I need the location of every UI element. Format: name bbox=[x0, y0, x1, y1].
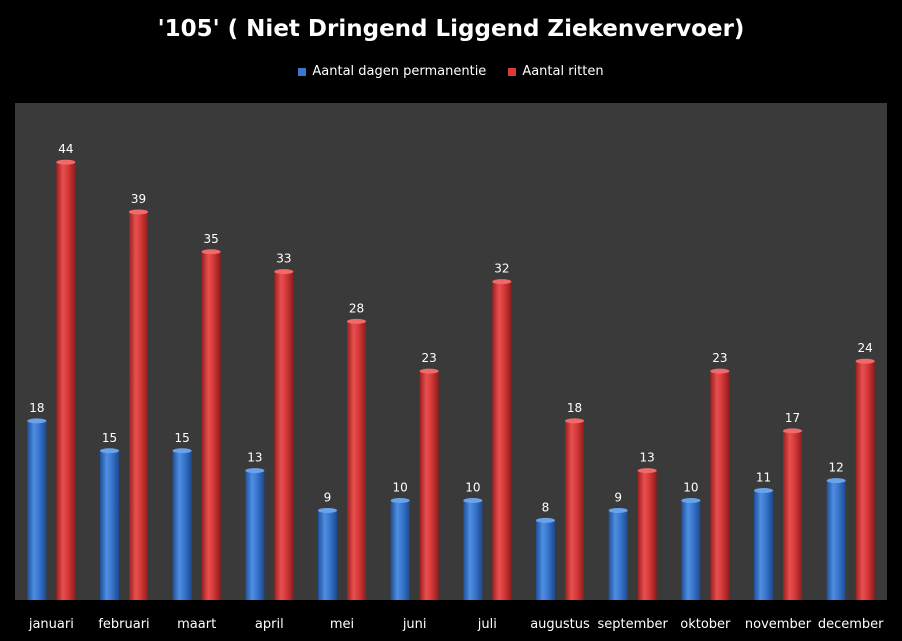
data-label-series-1-januari: 18 bbox=[29, 401, 44, 415]
bar-series-2-december bbox=[855, 361, 875, 600]
bar-cap-series-2-augustus bbox=[565, 418, 584, 424]
data-label-series-1-juni: 10 bbox=[393, 481, 408, 495]
bar-cap-series-2-mei bbox=[347, 318, 366, 324]
x-tick-label-mei: mei bbox=[330, 617, 354, 632]
bars-layer bbox=[27, 159, 875, 600]
x-tick-label-oktober: oktober bbox=[680, 617, 731, 632]
bar-cap-series-2-juni bbox=[419, 368, 439, 374]
bar-series-1-mei bbox=[318, 510, 337, 600]
bar-cap-series-2-februari bbox=[129, 209, 148, 215]
data-label-series-1-december: 12 bbox=[829, 461, 844, 475]
data-label-series-2-september: 13 bbox=[640, 451, 655, 465]
bar-series-1-april bbox=[245, 470, 265, 600]
legend-entry-series-2: Aantal ritten bbox=[508, 64, 604, 79]
bar-series-1-januari bbox=[27, 420, 47, 600]
x-tick-label-december: december bbox=[818, 617, 884, 632]
data-label-series-2-maart: 35 bbox=[204, 232, 219, 246]
legend-label-series-1: Aantal dagen permanentie bbox=[312, 64, 487, 79]
x-tick-label-juli: juli bbox=[477, 617, 497, 632]
bar-series-2-mei bbox=[347, 321, 366, 600]
data-label-series-1-februari: 15 bbox=[102, 431, 117, 445]
bar-cap-series-1-juni bbox=[390, 498, 410, 503]
bar-cap-series-1-november bbox=[754, 488, 773, 494]
x-tick-label-maart: maart bbox=[177, 617, 216, 632]
legend-swatch-series-1 bbox=[298, 67, 307, 76]
data-label-series-2-januari: 44 bbox=[58, 142, 73, 156]
bar-series-1-juli bbox=[463, 500, 483, 600]
bar-cap-series-2-oktober bbox=[710, 368, 730, 374]
bar-series-2-september bbox=[637, 470, 657, 600]
bar-series-1-augustus bbox=[536, 520, 555, 600]
bar-series-1-september bbox=[608, 510, 628, 600]
data-label-series-1-september: 9 bbox=[614, 490, 622, 504]
bar-cap-series-1-april bbox=[245, 468, 265, 474]
data-label-series-1-april: 13 bbox=[247, 451, 262, 465]
bar-cap-series-2-december bbox=[855, 358, 875, 364]
bar-series-1-februari bbox=[100, 450, 119, 600]
data-label-series-1-mei: 9 bbox=[324, 490, 332, 504]
bar-cap-series-1-februari bbox=[100, 448, 119, 454]
x-tick-label-januari: januari bbox=[28, 617, 74, 632]
x-tick-label-november: november bbox=[745, 617, 812, 632]
bar-series-2-november bbox=[783, 430, 802, 600]
bar-cap-series-2-januari bbox=[56, 159, 76, 165]
data-label-series-2-juli: 32 bbox=[494, 262, 509, 276]
data-label-series-2-april: 33 bbox=[276, 252, 291, 266]
bar-cap-series-1-maart bbox=[172, 448, 192, 454]
x-tick-label-september: september bbox=[597, 617, 668, 632]
data-label-series-1-maart: 15 bbox=[175, 431, 190, 445]
x-tick-label-februari: februari bbox=[98, 617, 149, 632]
bar-series-2-februari bbox=[129, 211, 148, 600]
labels-layer: 18 44 januari 15 39 februari 15 35 maart 13 33 apri… bbox=[28, 142, 884, 632]
bar-series-1-maart bbox=[172, 450, 192, 600]
data-label-series-1-oktober: 10 bbox=[683, 481, 698, 495]
bar-cap-series-1-oktober bbox=[681, 498, 701, 503]
bar-series-1-juni bbox=[390, 500, 410, 600]
bar-cap-series-1-januari bbox=[27, 418, 47, 424]
legend-label-series-2: Aantal ritten bbox=[522, 64, 604, 79]
bar-cap-series-1-juli bbox=[463, 498, 483, 503]
bar-series-1-oktober bbox=[681, 500, 701, 600]
x-tick-label-april: april bbox=[255, 617, 284, 632]
bar-cap-series-2-juli bbox=[492, 279, 512, 285]
bar-cap-series-2-april bbox=[274, 269, 294, 275]
data-label-series-2-november: 17 bbox=[785, 411, 800, 425]
data-label-series-2-mei: 28 bbox=[349, 301, 364, 315]
data-label-series-2-december: 24 bbox=[858, 341, 873, 355]
data-label-series-1-november: 11 bbox=[756, 471, 771, 485]
bar-cap-series-1-augustus bbox=[536, 517, 555, 523]
x-tick-label-augustus: augustus bbox=[530, 617, 590, 632]
data-label-series-1-augustus: 8 bbox=[542, 500, 550, 514]
chart-title: '105' ( Niet Dringend Liggend Ziekenverv… bbox=[157, 16, 745, 42]
bar-series-2-oktober bbox=[710, 371, 730, 600]
data-label-series-2-augustus: 18 bbox=[567, 401, 582, 415]
bar-series-1-november bbox=[754, 490, 773, 600]
data-label-series-1-juli: 10 bbox=[465, 481, 480, 495]
bar-cap-series-2-maart bbox=[201, 249, 221, 255]
legend-swatch-series-2 bbox=[508, 67, 517, 76]
data-label-series-2-oktober: 23 bbox=[712, 351, 727, 365]
legend: Aantal dagen permanentie Aantal ritten bbox=[0, 64, 902, 79]
bar-series-2-april bbox=[274, 271, 294, 600]
bar-cap-series-2-november bbox=[783, 428, 802, 434]
bar-series-1-december bbox=[826, 480, 846, 600]
data-label-series-2-juni: 23 bbox=[422, 351, 437, 365]
x-tick-label-juni: juni bbox=[402, 617, 427, 632]
bar-series-2-juni bbox=[419, 371, 439, 600]
plot-area bbox=[15, 103, 887, 600]
bar-cap-series-1-december bbox=[826, 478, 846, 484]
bar-cap-series-1-mei bbox=[318, 507, 337, 513]
bar-series-2-juli bbox=[492, 281, 512, 600]
bar-series-2-maart bbox=[201, 251, 221, 600]
data-label-series-2-februari: 39 bbox=[131, 192, 146, 206]
legend-entry-series-1: Aantal dagen permanentie bbox=[298, 64, 486, 79]
bar-series-2-augustus bbox=[565, 420, 584, 600]
bar-series-2-januari bbox=[56, 162, 76, 600]
bar-cap-series-2-september bbox=[637, 468, 657, 474]
bar-cap-series-1-september bbox=[608, 507, 628, 513]
